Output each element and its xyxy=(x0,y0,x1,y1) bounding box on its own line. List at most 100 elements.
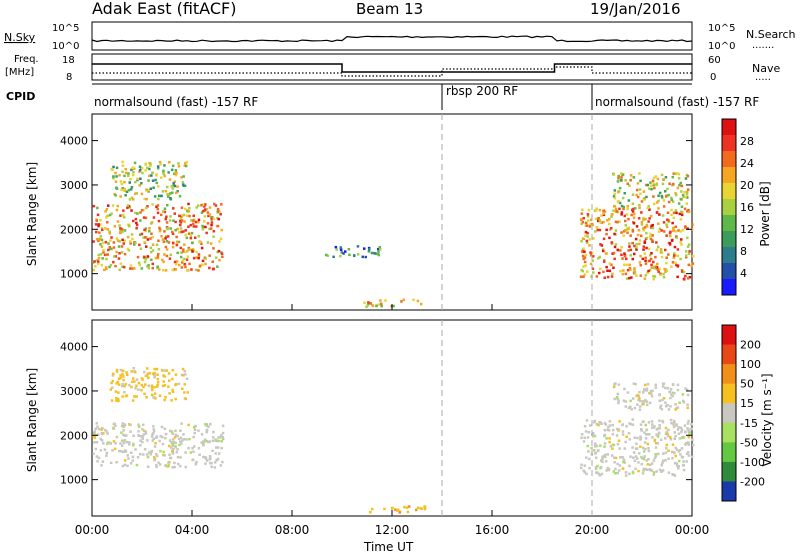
echo-cell xyxy=(672,172,675,175)
echo-cell xyxy=(595,208,598,212)
echo-cell xyxy=(396,509,399,512)
echo-cell xyxy=(197,269,200,272)
echo-cell xyxy=(667,457,670,460)
echo-cell xyxy=(211,449,214,453)
echo-cell xyxy=(219,436,222,439)
power-colorbar-label: Power [dB] xyxy=(758,181,772,246)
echo-cell xyxy=(125,190,129,194)
echo-cell xyxy=(156,383,159,387)
echo-cell xyxy=(201,440,205,444)
echo-cell xyxy=(220,203,223,206)
echo-cell xyxy=(194,268,198,272)
echo-cell xyxy=(652,176,656,179)
echo-cell xyxy=(192,435,195,439)
echo-cell xyxy=(165,369,169,372)
echo-cell xyxy=(106,441,110,444)
echo-cell xyxy=(666,386,670,390)
echo-cell xyxy=(670,196,673,200)
echo-cell xyxy=(93,441,96,444)
echo-cell xyxy=(645,433,648,436)
echo-cell xyxy=(619,456,622,459)
echo-cell xyxy=(201,224,204,228)
echo-cell xyxy=(171,444,175,448)
echo-cell xyxy=(589,424,592,427)
echo-cell xyxy=(615,434,619,437)
echo-cell xyxy=(596,464,599,468)
echo-cell xyxy=(679,181,682,185)
echo-cell xyxy=(134,192,137,195)
cpid-segment-1: normalsound (fast) -157 RF xyxy=(94,95,258,109)
echo-cell xyxy=(676,428,680,431)
echo-cell xyxy=(669,388,673,391)
echo-cell xyxy=(584,253,588,257)
echo-cell xyxy=(674,230,678,233)
echo-cell xyxy=(161,238,165,241)
colorbar-swatch xyxy=(722,183,736,200)
echo-cell xyxy=(151,243,155,246)
echo-cell xyxy=(121,372,124,376)
echo-cell xyxy=(123,385,126,388)
echo-cell xyxy=(614,467,617,471)
echo-cell xyxy=(672,226,675,230)
echo-cell xyxy=(580,433,584,436)
echo-cell xyxy=(664,386,667,390)
echo-cell xyxy=(611,432,615,436)
echo-cell xyxy=(157,185,160,188)
echo-cell xyxy=(642,402,645,406)
echo-cell xyxy=(648,217,651,220)
echo-cell xyxy=(161,442,165,446)
echo-cell xyxy=(655,433,658,436)
echo-cell xyxy=(664,195,668,198)
y-tick-label: 3000 xyxy=(60,179,88,192)
echo-cell xyxy=(190,248,194,252)
echo-cell xyxy=(645,236,649,240)
echo-cell xyxy=(137,261,141,265)
echo-cell xyxy=(650,462,654,465)
echo-cell xyxy=(669,405,672,408)
echo-cell xyxy=(629,405,632,408)
echo-cell xyxy=(645,428,648,431)
colorbar-tick-label: 28 xyxy=(740,135,754,148)
echo-cell xyxy=(652,473,655,476)
echo-cell xyxy=(620,178,623,182)
echo-cell xyxy=(200,433,204,436)
echo-cell xyxy=(179,227,183,230)
echo-cell xyxy=(106,214,109,218)
echo-cell xyxy=(639,264,642,267)
echo-cell xyxy=(613,192,616,196)
echo-cell xyxy=(660,194,664,198)
echo-cell xyxy=(681,228,685,232)
echo-cell xyxy=(205,208,208,211)
echo-cell xyxy=(692,443,695,447)
echo-cell xyxy=(626,231,629,234)
echo-cell xyxy=(171,245,175,249)
echo-cell xyxy=(158,463,162,466)
echo-cell xyxy=(680,243,683,246)
echo-cell xyxy=(171,377,174,381)
echo-cell xyxy=(623,447,626,450)
echo-cell xyxy=(98,231,101,234)
echo-cell xyxy=(133,380,136,383)
echo-cell xyxy=(120,424,124,428)
echo-cell xyxy=(604,423,608,426)
echo-cell xyxy=(681,270,684,273)
echo-cell xyxy=(668,390,672,394)
echo-cell xyxy=(177,165,181,168)
colorbar-swatch xyxy=(722,279,736,296)
nave-trace xyxy=(92,66,692,77)
echo-cell xyxy=(119,227,122,230)
echo-cell xyxy=(631,193,635,196)
echo-cell xyxy=(623,254,627,258)
echo-cell xyxy=(671,261,675,264)
echo-cell xyxy=(135,227,138,230)
echo-cell xyxy=(682,270,686,274)
echo-cell xyxy=(687,243,691,246)
echo-cell xyxy=(208,461,212,465)
echo-cell xyxy=(114,255,117,258)
echo-cell xyxy=(179,217,183,221)
echo-cell xyxy=(687,454,691,457)
echo-cell xyxy=(619,172,623,175)
echo-cell xyxy=(181,261,184,264)
echo-cell xyxy=(191,241,194,245)
